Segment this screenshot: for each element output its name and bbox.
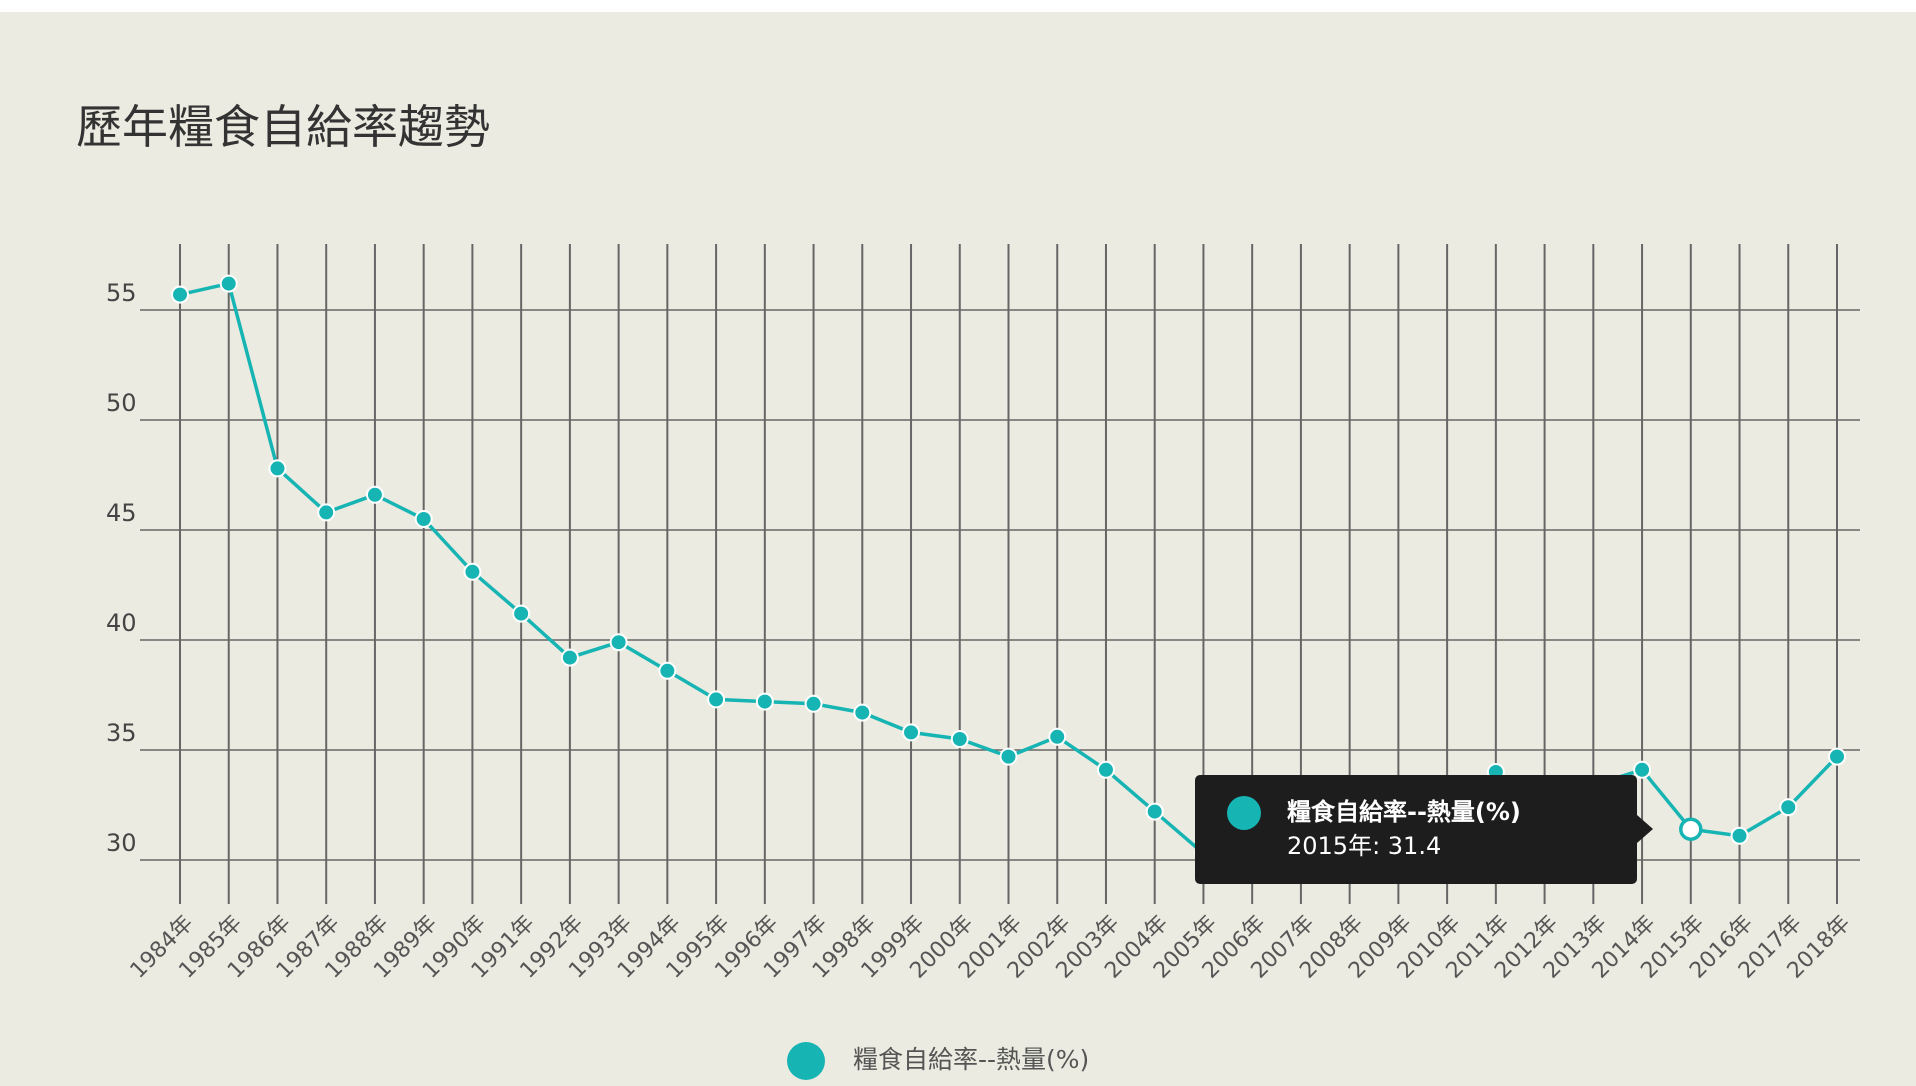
point <box>463 562 482 581</box>
point <box>999 747 1018 766</box>
point <box>512 604 531 623</box>
top-strip <box>0 0 1916 12</box>
point <box>902 723 921 742</box>
y-tick-label: 55 <box>106 279 137 307</box>
point <box>658 661 677 680</box>
point <box>853 703 872 722</box>
point <box>804 694 823 713</box>
point <box>1730 826 1749 845</box>
point <box>1828 747 1846 766</box>
point <box>1096 760 1115 779</box>
y-tick-label: 30 <box>106 829 137 857</box>
y-tick-label: 45 <box>106 499 137 527</box>
tooltip: 糧食自給率--熱量(%) 2015年: 31.4 <box>1195 775 1653 884</box>
point <box>1633 760 1652 779</box>
y-tick-label: 40 <box>106 609 137 637</box>
highlighted-point <box>1679 817 1703 841</box>
point <box>414 510 433 528</box>
tooltip-arrow <box>1637 815 1653 843</box>
tooltip-text: 2015年: 31.4 <box>1287 832 1441 860</box>
y-tick-label: 50 <box>106 389 137 417</box>
point <box>1048 727 1067 746</box>
point <box>365 485 384 504</box>
point <box>1145 802 1164 821</box>
point <box>950 730 969 748</box>
point <box>755 692 774 711</box>
point <box>707 690 726 709</box>
chart-title: 歷年糧食自給率趨勢 <box>76 100 490 154</box>
legend-label[interactable]: 糧食自給率--熱量(%) <box>853 1045 1089 1074</box>
point <box>560 648 579 667</box>
point <box>219 274 238 293</box>
point <box>171 285 189 304</box>
legend-marker[interactable] <box>787 1042 825 1080</box>
point <box>609 633 628 652</box>
tooltip-title: 糧食自給率--熱量(%) <box>1287 798 1521 826</box>
y-tick-label: 35 <box>106 719 137 747</box>
point <box>1779 798 1798 817</box>
tooltip-marker <box>1227 796 1261 830</box>
point <box>317 503 336 522</box>
tooltip-box <box>1195 775 1637 884</box>
point <box>268 459 287 478</box>
